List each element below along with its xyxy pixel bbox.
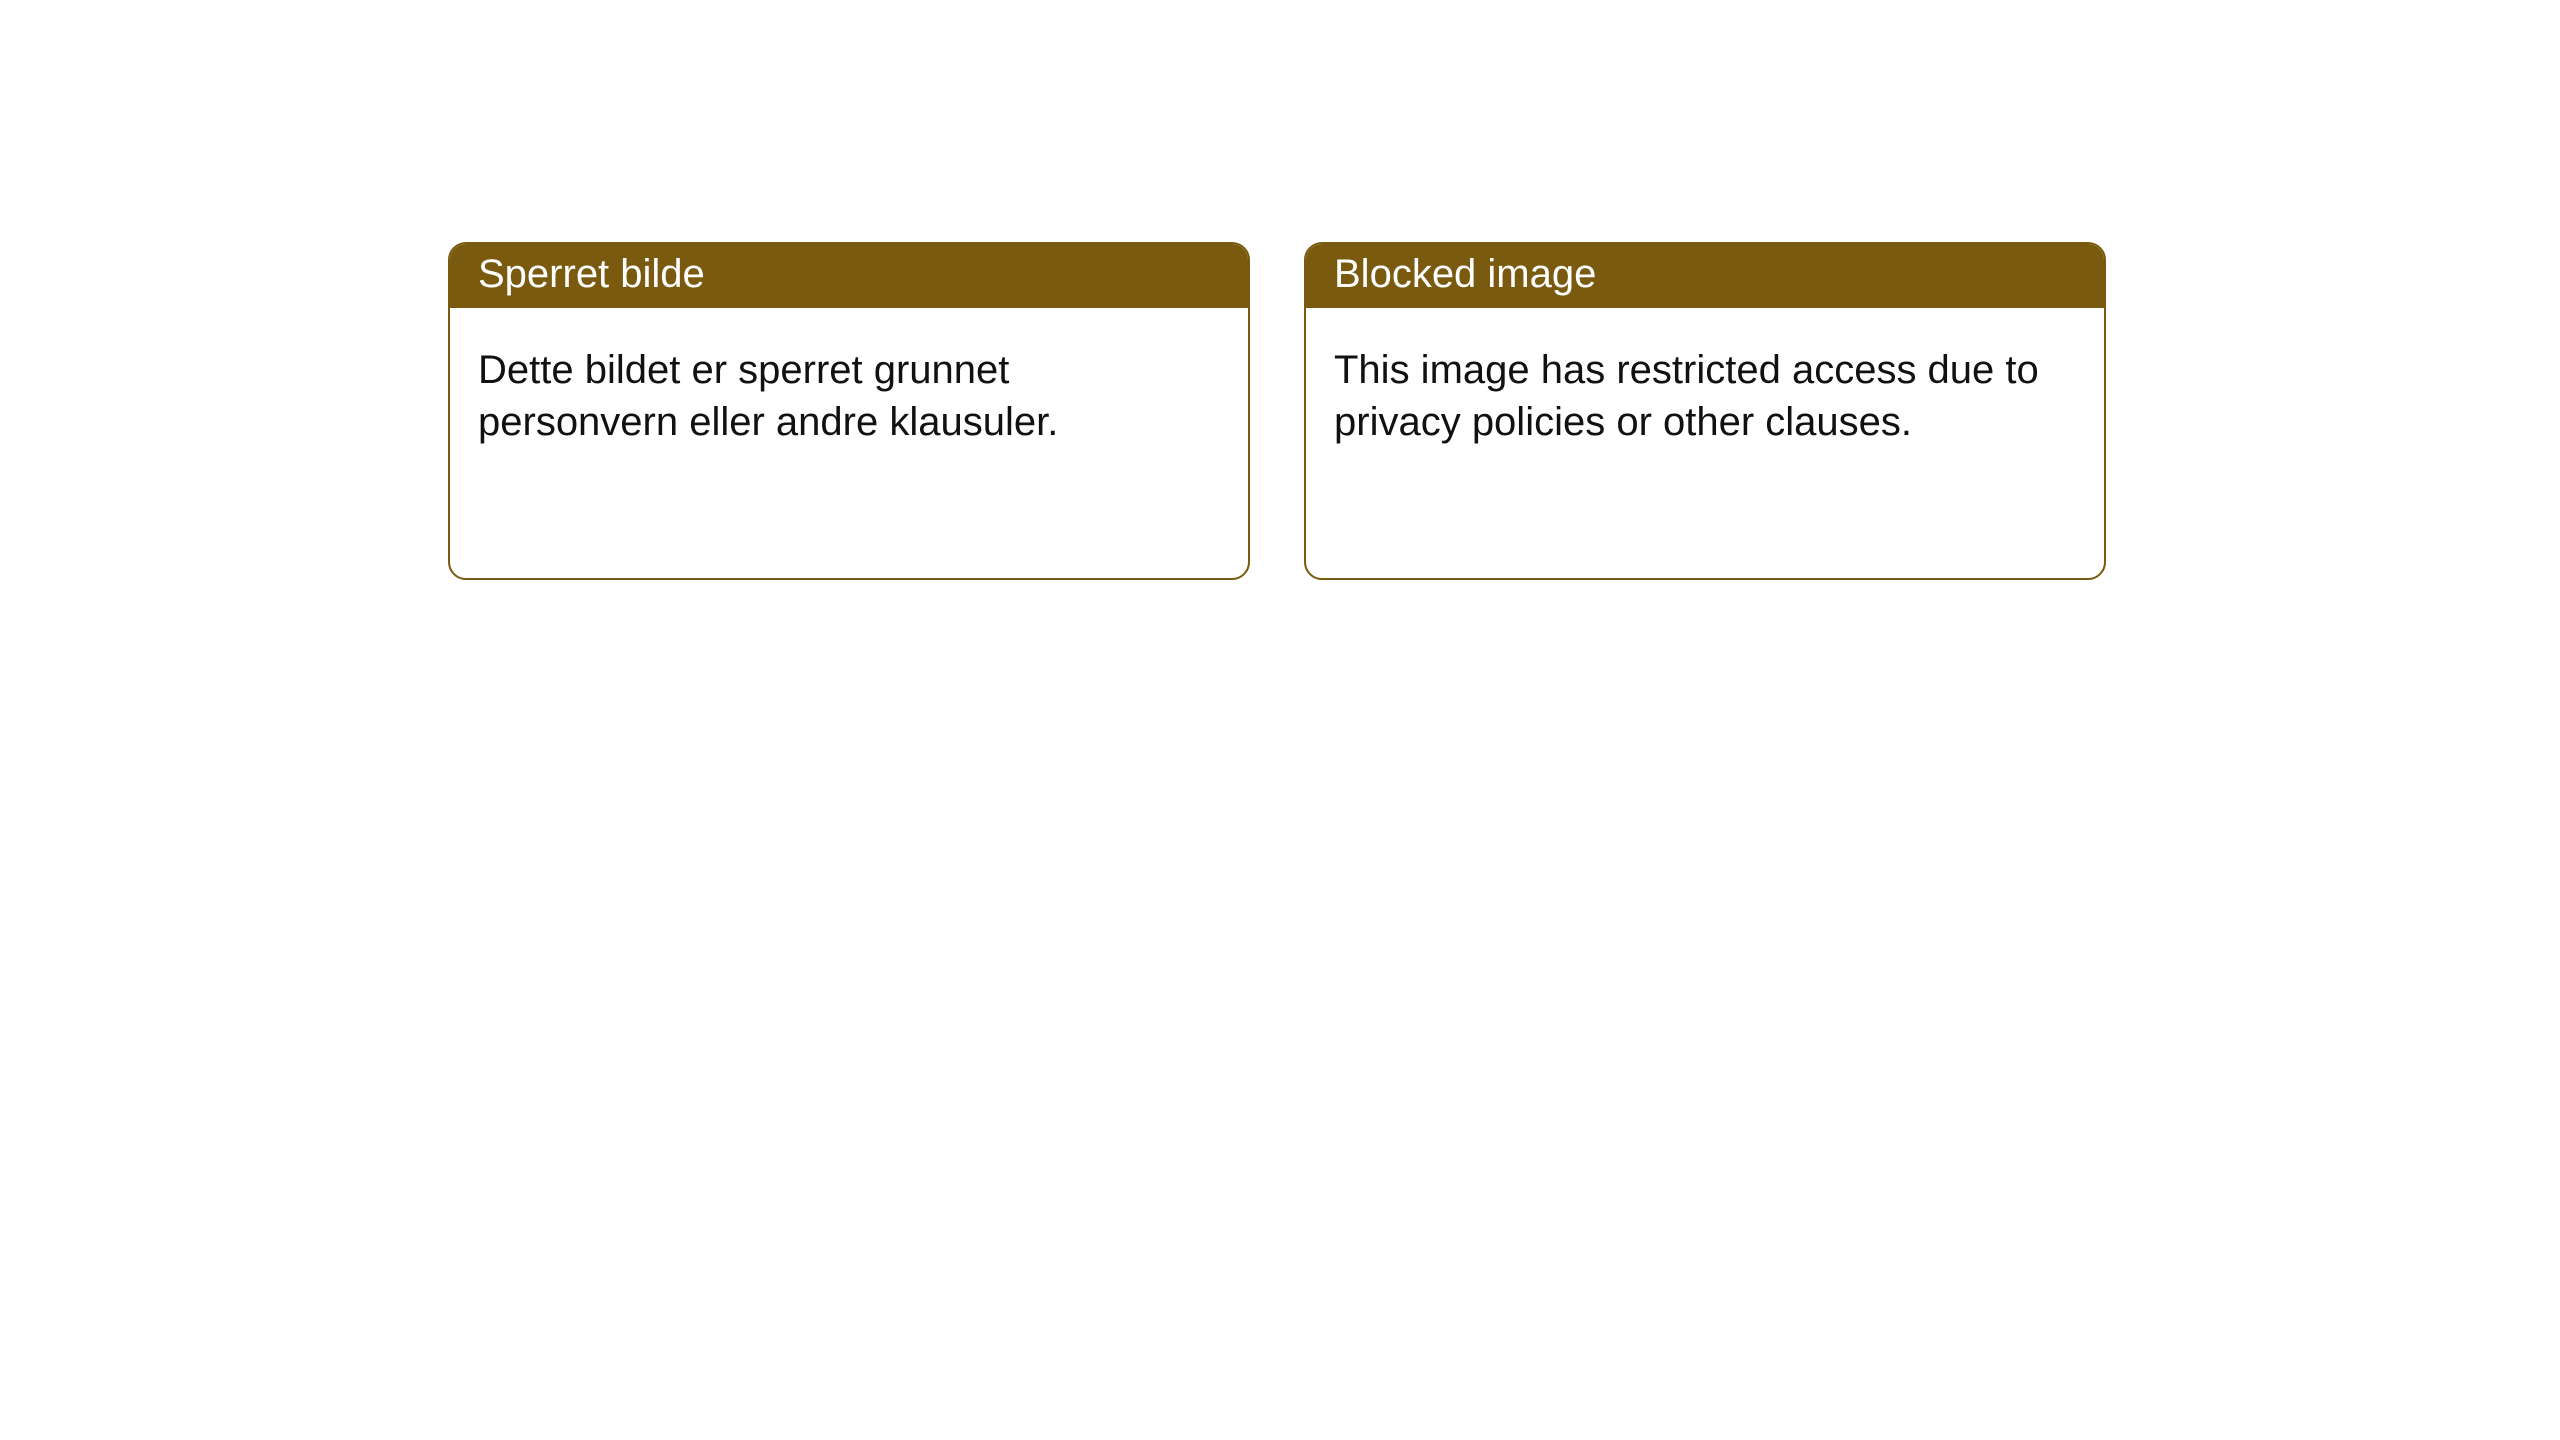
card-header-en: Blocked image [1306, 244, 2104, 308]
notice-container: Sperret bilde Dette bildet er sperret gr… [0, 0, 2560, 580]
card-title-en: Blocked image [1334, 252, 1596, 296]
blocked-image-card-en: Blocked image This image has restricted … [1304, 242, 2106, 580]
card-body-text-en: This image has restricted access due to … [1334, 348, 2039, 444]
blocked-image-card-no: Sperret bilde Dette bildet er sperret gr… [448, 242, 1250, 580]
card-body-text-no: Dette bildet er sperret grunnet personve… [478, 348, 1058, 444]
card-body-en: This image has restricted access due to … [1306, 308, 2104, 578]
card-header-no: Sperret bilde [450, 244, 1248, 308]
card-title-no: Sperret bilde [478, 252, 705, 296]
card-body-no: Dette bildet er sperret grunnet personve… [450, 308, 1248, 578]
